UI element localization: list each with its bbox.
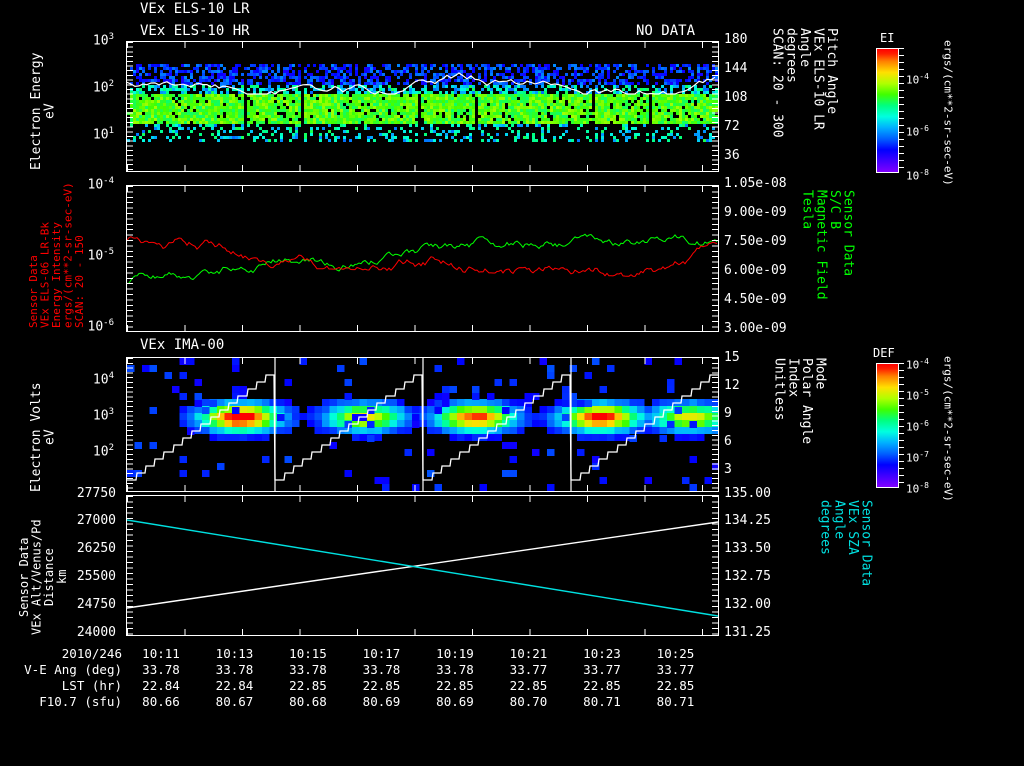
footer-time-3: 10:17 (362, 646, 401, 661)
footer-row-label-2: F10.7 (sfu) (39, 694, 122, 709)
panel2-right-axis-label: Sensor Data S/C B Magnetic Field Tesla (799, 190, 856, 300)
panel1-title-lr: VEx ELS-10 LR (140, 1, 250, 17)
panel3-right-minor-ticks (712, 358, 718, 491)
panel3-bottom-ticks (127, 485, 718, 491)
footer-cell-r2-c4: 80.69 (436, 694, 474, 709)
panel1-plot-area[interactable] (126, 41, 719, 172)
panel1-right-axis-label: Pitch Angle VEx ELS-10 LR Angle degrees … (769, 28, 840, 138)
footer-data-table: 2010/246 V-E Ang (deg) LST (hr) F10.7 (s… (0, 646, 1024, 709)
footer-cell-r1-c5: 22.85 (509, 678, 548, 693)
panel2-left-ticklabels: 10-4 10-5 10-6 (87, 176, 115, 335)
footer-cell-r2-c3: 80.69 (362, 694, 401, 709)
panel1-spectrogram (127, 42, 718, 171)
footer-cell-r1-c7: 22.85 (656, 678, 695, 693)
panel4-right-axis-label: Sensor Data VEx SZA Angle degrees (817, 500, 874, 587)
panel3-spectrogram (127, 358, 718, 491)
panel1-top-ticks (127, 42, 718, 48)
panel4-right-minor-ticks (712, 496, 718, 635)
panel1-no-data-note: NO DATA (636, 23, 696, 39)
panel3-top-ticks (127, 358, 718, 364)
panel1-right-minor-ticks (712, 42, 718, 171)
footer-cell-r2-c2: 80.68 (289, 694, 327, 709)
panel1-colorbar (876, 48, 899, 173)
panel1-left-axis-label: Electron Energy eV (29, 52, 58, 170)
footer-cell-r2-c1: 80.67 (215, 694, 254, 709)
panel1-right-ticklabels: 180 144 108 72 36 (724, 32, 748, 163)
footer-cell-r2-c5: 80.70 (509, 694, 548, 709)
panel3-colorbar-unit: ergs/(cm**2-sr-sec-eV) (941, 356, 955, 502)
panel2-timeseries (127, 186, 718, 331)
footer-cell-r1-c4: 22.85 (436, 678, 474, 693)
panel2-top-ticks (127, 186, 718, 192)
panel4-plot-area[interactable] (126, 495, 719, 636)
footer-cell-r0-c3: 33.78 (362, 662, 401, 677)
panel4-bottom-ticks (127, 629, 718, 635)
footer-cell-r0-c1: 33.78 (215, 662, 254, 677)
panel2-right-ticklabels: 1.05e-08 9.00e-09 7.50e-09 6.00e-09 4.50… (724, 176, 787, 336)
footer-time-4: 10:19 (436, 646, 474, 661)
panel4-top-ticks (127, 496, 718, 502)
footer-time-0: 10:11 (142, 646, 180, 661)
footer-time-5: 10:21 (509, 646, 548, 661)
panel3-colorbar-ticks (899, 363, 904, 488)
panel3-right-axis-label: Mode Polar Angle Index Unitless (771, 358, 828, 445)
footer-cell-r0-c7: 33.77 (656, 662, 695, 677)
footer-time-1: 10:13 (215, 646, 254, 661)
footer-cell-r0-c5: 33.77 (509, 662, 548, 677)
footer-time-7: 10:25 (656, 646, 695, 661)
footer-cell-r1-c0: 22.84 (142, 678, 180, 693)
panel4-right-ticklabels: 135.00 134.25 133.50 132.75 132.00 131.2… (724, 486, 771, 640)
panel3-title: VEx IMA-00 (140, 337, 225, 353)
footer-cell-r0-c2: 33.78 (289, 662, 327, 677)
panel3-colorbar-name: DEF (873, 346, 895, 360)
panel1-title-hr: VEx ELS-10 HR (140, 23, 250, 39)
panel2-right-minor-ticks (712, 186, 718, 331)
panel4-left-ticklabels: 27750 27000 26250 25500 24750 24000 (76, 486, 116, 640)
panel1-colorbar-ticks (899, 48, 904, 173)
footer-cell-r2-c6: 80.71 (583, 694, 621, 709)
panel1-bottom-ticks (127, 165, 718, 171)
panel3-left-minor-ticks (127, 358, 133, 491)
footer-cell-r0-c0: 33.78 (142, 662, 180, 677)
footer-cell-r1-c2: 22.85 (289, 678, 327, 693)
footer-time-6: 10:23 (583, 646, 621, 661)
footer-row-label-0: V-E Ang (deg) (24, 662, 122, 677)
plot-canvas: VEx ELS-10 LR VEx ELS-10 HR NO DATA Elec… (0, 1, 1024, 709)
panel1-colorbar-name: EI (880, 31, 895, 45)
panel2-bottom-ticks (127, 325, 718, 331)
panel3-left-axis-label: Electron Volts eV (29, 382, 58, 492)
footer-row-label-1: LST (hr) (61, 678, 122, 693)
panel2-plot-area[interactable] (126, 185, 719, 332)
footer-cell-r2-c0: 80.66 (142, 694, 180, 709)
footer-cell-r1-c3: 22.85 (362, 678, 401, 693)
panel1-left-ticklabels: 103 102 101 (92, 32, 114, 143)
panel4-timeseries (127, 496, 718, 635)
footer-cell-r1-c1: 22.84 (215, 678, 254, 693)
panel3-left-ticklabels: 104 103 102 (92, 371, 114, 460)
panel2-left-minor-ticks (127, 186, 133, 331)
panel4-left-minor-ticks (127, 496, 133, 635)
panel3-colorbar (876, 363, 899, 488)
footer-time-2: 10:15 (289, 646, 327, 661)
footer-cell-r0-c4: 33.78 (436, 662, 474, 677)
panel3-plot-area[interactable] (126, 357, 719, 492)
footer-cell-r2-c7: 80.71 (656, 694, 695, 709)
panel1-left-minor-ticks (127, 42, 133, 171)
footer-cell-r1-c6: 22.85 (583, 678, 621, 693)
panel3-right-ticklabels: 15 12 9 6 3 (724, 350, 740, 477)
panel1-colorbar-unit: ergs/(cm**2-sr-sec-eV) (941, 40, 955, 186)
footer-date-label: 2010/246 (61, 646, 122, 661)
footer-cell-r0-c6: 33.77 (583, 662, 621, 677)
